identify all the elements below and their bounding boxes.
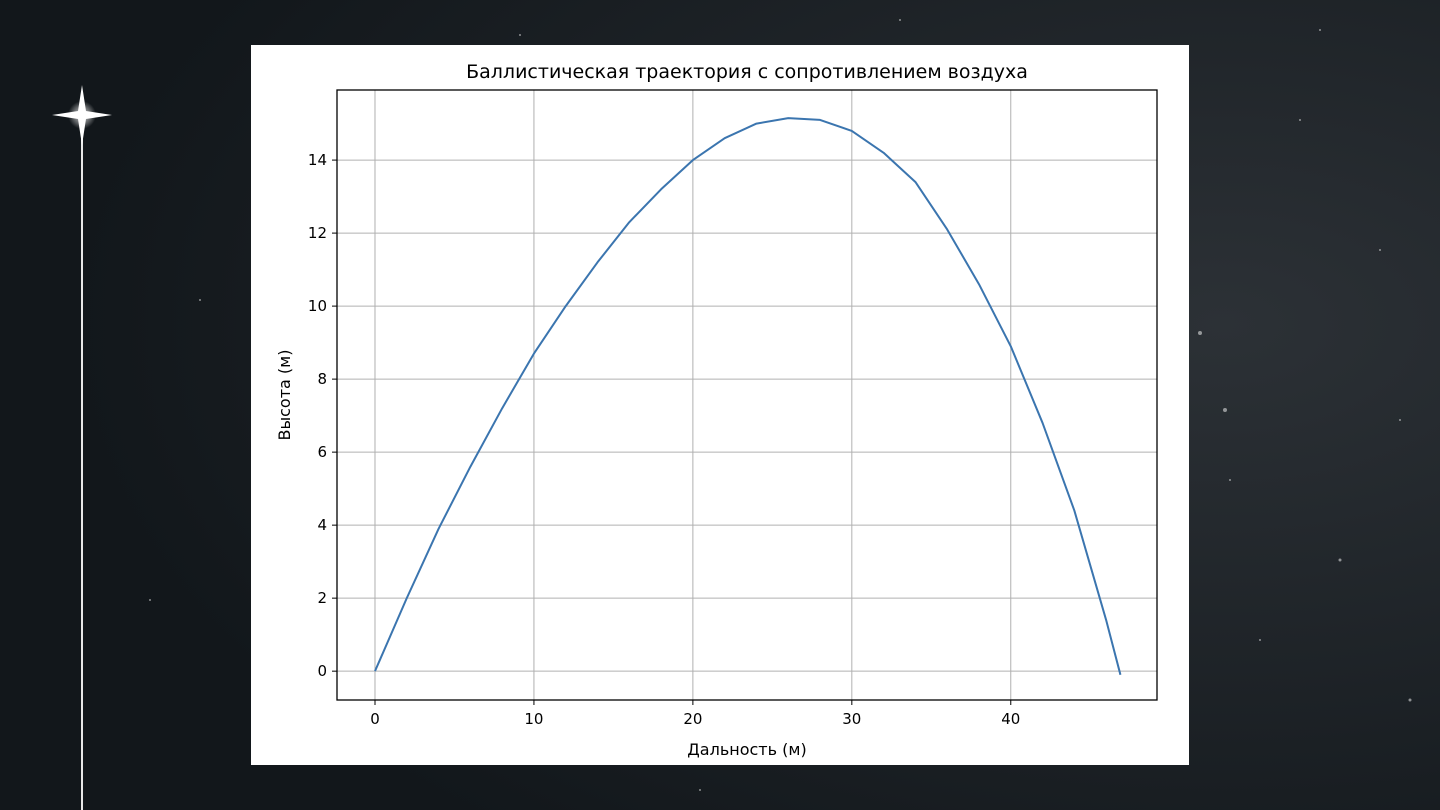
y-tick-label: 6 bbox=[317, 443, 327, 461]
y-tick-label: 8 bbox=[317, 370, 327, 388]
star-field bbox=[149, 19, 1412, 791]
x-tick-label: 20 bbox=[683, 710, 702, 728]
x-tick-label: 10 bbox=[524, 710, 543, 728]
x-axis-label: Дальность (м) bbox=[687, 740, 806, 759]
chart-panel bbox=[251, 45, 1189, 765]
x-tick-label: 30 bbox=[842, 710, 861, 728]
plot: 0 10 20 30 40 0 2 4 6 8 10 12 14 bbox=[308, 90, 1157, 728]
y-axis-label: Высота (м) bbox=[275, 350, 294, 441]
x-tick-label: 40 bbox=[1001, 710, 1020, 728]
y-tick-label: 10 bbox=[308, 297, 327, 315]
chart-title: Баллистическая траектория с сопротивлени… bbox=[466, 61, 1028, 83]
y-tick-label: 0 bbox=[317, 662, 327, 680]
trajectory-line bbox=[374, 117, 1122, 676]
y-tick-label: 4 bbox=[317, 516, 327, 534]
axes-frame bbox=[336, 89, 1158, 701]
y-tick-label: 12 bbox=[308, 224, 327, 242]
star bbox=[52, 85, 112, 145]
y-tick-label: 14 bbox=[308, 151, 327, 169]
x-tick-label: 0 bbox=[370, 710, 380, 728]
y-tick-label: 2 bbox=[317, 589, 327, 607]
